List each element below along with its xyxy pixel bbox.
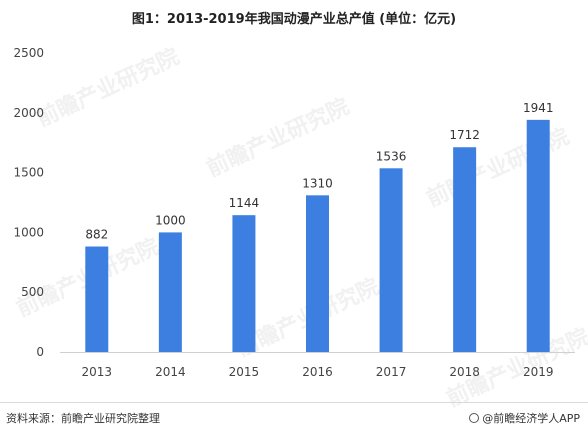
x-tick-label: 2014 xyxy=(155,365,186,379)
bar xyxy=(526,119,550,352)
brand-logo-icon xyxy=(469,413,480,423)
chart-title: 图1：2013-2019年我国动漫产业总产值 (单位：亿元) xyxy=(131,12,457,27)
x-tick-label: 2019 xyxy=(523,365,554,379)
data-label: 882 xyxy=(85,228,108,242)
bar xyxy=(232,215,256,352)
y-tick-label: 500 xyxy=(21,285,44,299)
y-tick-label: 1500 xyxy=(13,166,44,180)
data-label: 1310 xyxy=(302,176,333,190)
bar xyxy=(306,195,329,352)
y-tick-label: 2500 xyxy=(13,46,44,60)
data-label: 1000 xyxy=(155,213,186,227)
brand: @前瞻经济学人APP xyxy=(469,410,580,426)
brand-label: @前瞻经济学人APP xyxy=(482,412,580,425)
y-tick-label: 0 xyxy=(36,345,44,359)
bar xyxy=(453,147,477,352)
bar xyxy=(379,168,403,352)
data-label: 1536 xyxy=(376,149,407,163)
bar xyxy=(158,232,182,352)
x-tick-label: 2015 xyxy=(229,365,260,379)
data-label: 1144 xyxy=(229,196,260,210)
data-label: 1941 xyxy=(523,101,554,115)
x-tick-label: 2013 xyxy=(82,365,113,379)
y-tick-label: 2000 xyxy=(13,106,44,120)
x-tick-label: 2016 xyxy=(302,365,333,379)
bar xyxy=(85,246,109,352)
data-label: 1712 xyxy=(449,128,480,142)
bar-chart: 0 500 1000 1500 2000 2500 882 2013 1000 2014 1144 2… xyxy=(13,46,575,379)
x-tick-label: 2018 xyxy=(449,365,480,379)
y-tick-label: 1000 xyxy=(13,225,44,239)
footer-divider xyxy=(0,402,588,403)
x-tick-label: 2017 xyxy=(376,365,407,379)
source-note: 资料来源：前瞻产业研究院整理 xyxy=(6,412,160,425)
